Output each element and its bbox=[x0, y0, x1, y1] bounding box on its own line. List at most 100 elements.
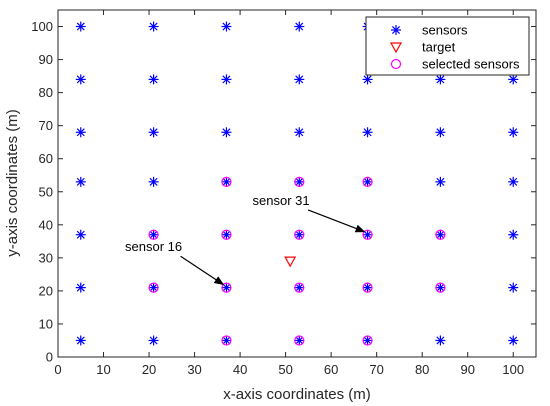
sensor-point bbox=[508, 74, 519, 85]
x-tick-label: 100 bbox=[502, 362, 524, 377]
sensor-point bbox=[362, 74, 373, 85]
x-tick-label: 70 bbox=[369, 362, 383, 377]
selected-sensor-point bbox=[435, 229, 446, 240]
y-tick-label: 80 bbox=[39, 85, 53, 100]
sensor-point bbox=[294, 335, 305, 346]
sensor-point bbox=[148, 176, 159, 187]
selected-sensor-point bbox=[435, 282, 446, 293]
sensor-point bbox=[221, 229, 232, 240]
selected-sensor-point bbox=[362, 282, 373, 293]
sensor-point bbox=[75, 229, 86, 240]
annotation-arrow bbox=[307, 209, 366, 233]
legend-label: selected sensors bbox=[422, 57, 520, 72]
y-tick-label: 20 bbox=[39, 283, 53, 298]
y-tick-label: 40 bbox=[39, 217, 53, 232]
sensor-point bbox=[75, 335, 86, 346]
sensor-point bbox=[362, 229, 373, 240]
sensor-point bbox=[221, 127, 232, 138]
target-point bbox=[284, 256, 297, 268]
legend: sensors target selected sensors bbox=[365, 16, 530, 76]
x-tick-label: 10 bbox=[96, 362, 110, 377]
sensor-point bbox=[294, 176, 305, 187]
y-tick-label: 50 bbox=[39, 184, 53, 199]
selected-sensor-point bbox=[294, 282, 305, 293]
selected-sensor-point bbox=[362, 176, 373, 187]
annotation-arrow bbox=[180, 255, 225, 286]
sensor-point bbox=[75, 282, 86, 293]
y-tick-label: 70 bbox=[39, 118, 53, 133]
y-axis-label: y-axis coordinates (m) bbox=[4, 109, 21, 257]
sensor-point bbox=[221, 21, 232, 32]
sensor-point bbox=[362, 176, 373, 187]
sensor-point bbox=[435, 176, 446, 187]
y-tick-label: 0 bbox=[46, 350, 53, 365]
sensor-point bbox=[75, 176, 86, 187]
x-tick-label: 80 bbox=[415, 362, 429, 377]
sensor-point bbox=[294, 229, 305, 240]
sensor-point bbox=[435, 229, 446, 240]
sensor-point bbox=[508, 176, 519, 187]
annotation-label: sensor 16 bbox=[125, 239, 182, 254]
x-tick-label: 60 bbox=[324, 362, 338, 377]
selected-sensor-point bbox=[294, 335, 305, 346]
sensor-point bbox=[362, 335, 373, 346]
selected-sensor-point bbox=[148, 229, 159, 240]
sensor-point bbox=[221, 282, 232, 293]
annotation-label: sensor 31 bbox=[253, 193, 310, 208]
data-marks bbox=[75, 21, 519, 346]
sensor-point bbox=[221, 74, 232, 85]
sensor-point bbox=[221, 335, 232, 346]
sensor-point bbox=[148, 282, 159, 293]
y-tick-label: 60 bbox=[39, 151, 53, 166]
legend-marker-sensors bbox=[391, 25, 401, 35]
sensor-point bbox=[508, 127, 519, 138]
x-axis-label: x-axis coordinates (m) bbox=[223, 386, 371, 403]
sensor-point bbox=[435, 282, 446, 293]
y-tick-label: 100 bbox=[31, 19, 53, 34]
x-tick-label: 90 bbox=[460, 362, 474, 377]
legend-label: target bbox=[422, 40, 456, 55]
legend-marker-selected-sensors bbox=[390, 58, 402, 70]
sensor-point bbox=[435, 127, 446, 138]
selected-sensor-point bbox=[221, 335, 232, 346]
sensor-point bbox=[148, 21, 159, 32]
sensor-point bbox=[294, 74, 305, 85]
sensor-point bbox=[75, 21, 86, 32]
selected-sensor-point bbox=[294, 229, 305, 240]
sensor-point bbox=[294, 127, 305, 138]
axis-ticks: 0 10 20 30 40 50 60 70 80 90 100 0 10 20 30 40 50 60 70 80 9… bbox=[31, 10, 536, 377]
x-tick-label: 0 bbox=[54, 362, 61, 377]
selected-sensor-point bbox=[221, 229, 232, 240]
annotations: sensor 16 sensor 31 bbox=[125, 193, 366, 286]
sensor-point bbox=[362, 282, 373, 293]
x-tick-label: 20 bbox=[142, 362, 156, 377]
sensor-point bbox=[148, 335, 159, 346]
sensor-point bbox=[75, 127, 86, 138]
selected-sensor-point bbox=[362, 335, 373, 346]
sensor-point bbox=[435, 335, 446, 346]
sensor-point bbox=[294, 282, 305, 293]
sensor-point bbox=[148, 74, 159, 85]
x-tick-label: 30 bbox=[187, 362, 201, 377]
sensor-point bbox=[362, 127, 373, 138]
sensor-point bbox=[508, 335, 519, 346]
selected-sensor-point bbox=[221, 176, 232, 187]
sensor-point bbox=[148, 127, 159, 138]
sensor-point bbox=[148, 229, 159, 240]
x-tick-label: 50 bbox=[278, 362, 292, 377]
selected-sensor-point bbox=[221, 282, 232, 293]
y-tick-label: 30 bbox=[39, 250, 53, 265]
selected-sensor-point bbox=[148, 282, 159, 293]
sensor-point bbox=[508, 282, 519, 293]
x-tick-label: 40 bbox=[233, 362, 247, 377]
legend-marker-target bbox=[389, 42, 403, 54]
sensor-point bbox=[294, 21, 305, 32]
selected-sensor-point bbox=[362, 229, 373, 240]
sensor-point bbox=[435, 74, 446, 85]
selected-sensor-point bbox=[294, 176, 305, 187]
y-tick-label: 90 bbox=[39, 52, 53, 67]
legend-label: sensors bbox=[422, 23, 468, 38]
sensor-point bbox=[75, 74, 86, 85]
sensor-point bbox=[221, 176, 232, 187]
